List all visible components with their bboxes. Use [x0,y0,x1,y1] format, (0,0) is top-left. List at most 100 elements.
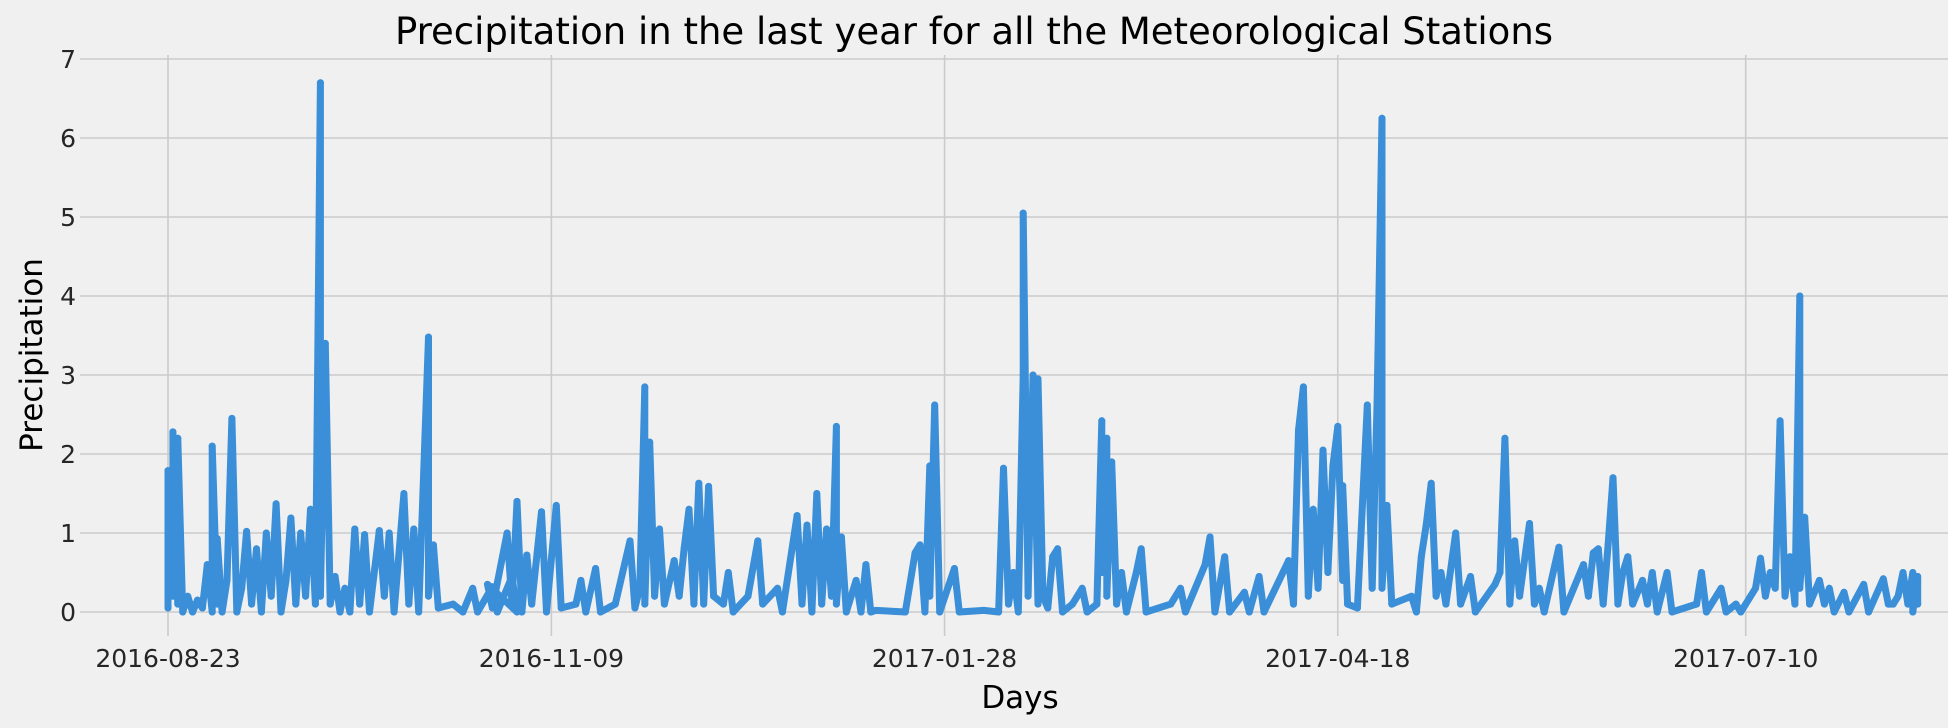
series-layer [164,79,1922,616]
data-point [1584,592,1592,600]
data-point [1319,446,1327,454]
data-point [724,569,732,576]
data-point [1624,553,1632,561]
data-point [1388,600,1396,608]
precipitation-series-line [164,79,1922,616]
chart-title: Precipitation in the last year for all t… [395,10,1553,53]
data-point [277,608,285,616]
data-point [921,608,929,616]
data-point [1815,576,1823,584]
data-point [1059,608,1066,616]
data-point [351,525,359,533]
data-point [901,608,909,616]
data-point [1285,557,1293,565]
data-point [754,537,762,545]
data-point [926,462,934,470]
data-point [538,508,545,516]
x-tick-label: 2016-11-09 [479,644,624,673]
x-axis-label: Days [981,680,1058,716]
data-point [1044,604,1052,612]
data-point [1427,479,1435,487]
data-point [1098,569,1106,576]
data-point [1334,422,1342,430]
data-point [1378,114,1386,122]
data-point [842,608,850,616]
data-point [1781,592,1789,600]
data-point [169,592,177,600]
data-point [1511,537,1519,545]
data-point [203,561,211,569]
data-point [1206,533,1214,541]
data-point [1005,600,1012,608]
data-point [326,600,334,608]
data-point [1137,545,1145,553]
data-point [233,608,241,616]
data-point [1408,592,1415,600]
data-point [641,383,649,391]
data-point [1412,608,1420,616]
data-point [1034,600,1042,608]
data-point [1845,608,1853,616]
data-point [513,608,521,616]
data-point [1118,569,1125,576]
data-point [410,525,418,533]
data-point [543,608,550,616]
data-point [916,541,924,549]
data-point [493,608,501,616]
data-point [818,600,826,608]
data-point [1295,426,1302,434]
data-point [656,525,663,533]
data-point [1865,608,1873,616]
data-point [1009,569,1017,576]
data-point [1019,371,1027,379]
data-point [670,557,678,565]
data-point [552,501,560,509]
data-point [198,604,206,612]
data-point [1639,576,1646,584]
data-point [651,592,659,600]
data-point [248,600,256,608]
data-point [955,608,963,616]
data-point [523,551,531,559]
data-point [488,604,496,612]
data-point [1181,608,1189,616]
data-point [1594,545,1602,553]
data-point [1024,592,1032,600]
data-point [1668,608,1676,616]
data-point [390,608,398,616]
data-point [1442,600,1450,608]
data-point [361,531,369,539]
data-point [1299,383,1307,391]
data-point [179,608,187,616]
data-point [1167,600,1175,608]
data-point [1014,608,1022,616]
data-point [1884,600,1892,608]
data-point [1904,600,1912,608]
data-point [1122,608,1130,616]
data-point [1629,600,1637,608]
data-point [1702,608,1710,616]
data-point [1383,501,1391,509]
x-tick-label: 2017-04-18 [1265,644,1410,673]
data-point [513,497,521,505]
data-point [400,490,408,497]
data-point [1054,545,1062,553]
y-tick-label: 2 [60,440,76,469]
data-point [813,490,821,497]
data-point [705,482,713,490]
data-point [1368,584,1376,592]
data-point [931,401,939,409]
data-point [223,576,231,584]
data-point [862,561,870,569]
data-point [508,600,516,608]
data-point [1039,592,1047,600]
data-point [380,592,388,600]
data-point [1796,584,1804,592]
data-point [710,592,718,600]
data-point [1614,600,1622,608]
data-point [626,537,634,545]
data-point [1604,541,1612,549]
data-point [1643,600,1651,608]
data-point [257,608,265,616]
